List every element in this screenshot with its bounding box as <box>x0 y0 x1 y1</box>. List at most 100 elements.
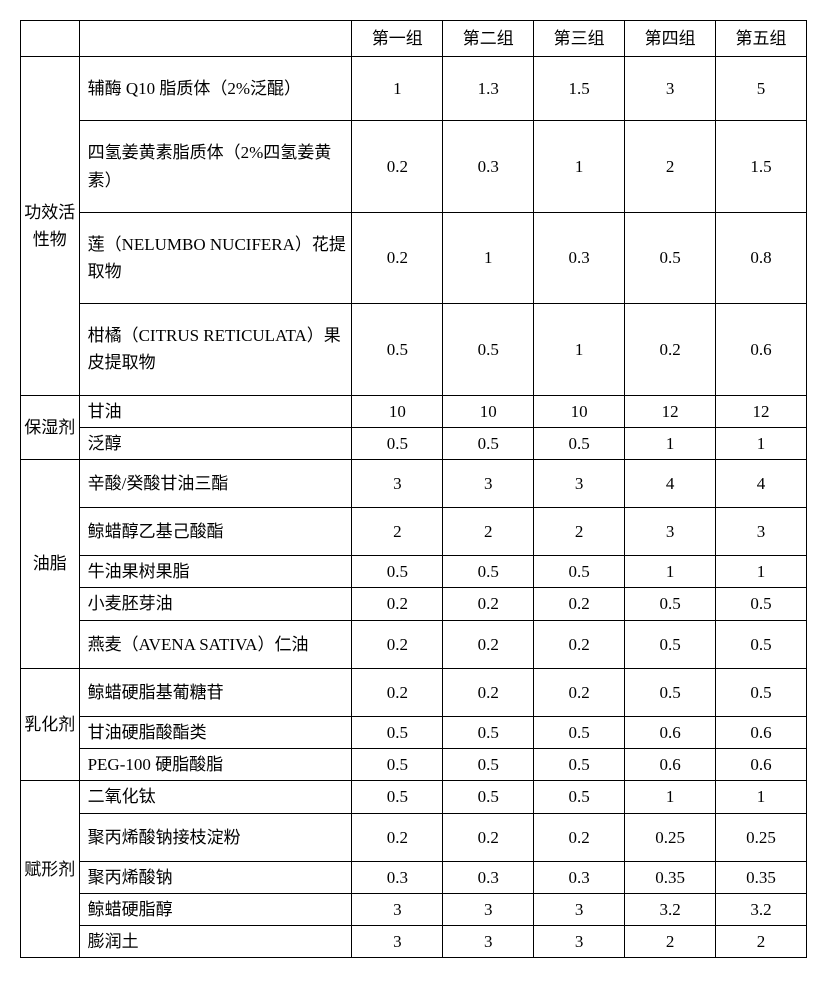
ingredient-cell: 燕麦（AVENA SATIVA）仁油 <box>79 620 352 668</box>
value-cell: 3 <box>443 893 534 925</box>
header-group-4: 第四组 <box>625 21 716 57</box>
value-cell: 0.2 <box>352 121 443 212</box>
table-row: 赋形剂二氧化钛0.50.50.511 <box>21 781 807 813</box>
value-cell: 4 <box>716 459 807 507</box>
ingredient-cell: 辅酶 Q10 脂质体（2%泛醌） <box>79 57 352 121</box>
value-cell: 0.2 <box>534 588 625 620</box>
value-cell: 3 <box>625 508 716 556</box>
value-cell: 0.5 <box>352 427 443 459</box>
value-cell: 0.25 <box>716 813 807 861</box>
ingredient-cell: 甘油硬脂酸酯类 <box>79 717 352 749</box>
value-cell: 12 <box>625 395 716 427</box>
value-cell: 1 <box>534 121 625 212</box>
value-cell: 3 <box>534 926 625 958</box>
page-container: 第一组 第二组 第三组 第四组 第五组 功效活性物辅酶 Q10 脂质体（2%泛醌… <box>0 0 827 1000</box>
header-group-3: 第三组 <box>534 21 625 57</box>
table-row: 保湿剂甘油1010101212 <box>21 395 807 427</box>
value-cell: 0.5 <box>716 668 807 716</box>
table-row: 四氢姜黄素脂质体（2%四氢姜黄素）0.20.3121.5 <box>21 121 807 212</box>
category-cell: 赋形剂 <box>21 781 80 958</box>
table-body: 功效活性物辅酶 Q10 脂质体（2%泛醌）11.31.535四氢姜黄素脂质体（2… <box>21 57 807 958</box>
value-cell: 3 <box>716 508 807 556</box>
value-cell: 0.2 <box>352 668 443 716</box>
value-cell: 0.5 <box>352 556 443 588</box>
category-cell: 功效活性物 <box>21 57 80 395</box>
category-label: 乳化剂 <box>24 711 75 738</box>
value-cell: 0.3 <box>443 121 534 212</box>
value-cell: 1 <box>352 57 443 121</box>
value-cell: 0.5 <box>534 749 625 781</box>
value-cell: 0.6 <box>716 717 807 749</box>
ingredient-cell: 聚丙烯酸钠 <box>79 861 352 893</box>
value-cell: 0.5 <box>625 588 716 620</box>
value-cell: 0.2 <box>534 813 625 861</box>
value-cell: 3 <box>443 926 534 958</box>
table-row: 莲（NELUMBO NUCIFERA）花提取物0.210.30.50.8 <box>21 212 807 303</box>
category-cell: 乳化剂 <box>21 668 80 781</box>
value-cell: 3 <box>352 459 443 507</box>
value-cell: 0.2 <box>443 620 534 668</box>
value-cell: 2 <box>716 926 807 958</box>
ingredient-cell: 鲸蜡硬脂基葡糖苷 <box>79 668 352 716</box>
value-cell: 0.8 <box>716 212 807 303</box>
table-row: 甘油硬脂酸酯类0.50.50.50.60.6 <box>21 717 807 749</box>
value-cell: 1 <box>625 556 716 588</box>
table-row: 鲸蜡硬脂醇3333.23.2 <box>21 893 807 925</box>
value-cell: 2 <box>625 926 716 958</box>
value-cell: 0.2 <box>534 620 625 668</box>
ingredient-cell: 四氢姜黄素脂质体（2%四氢姜黄素） <box>79 121 352 212</box>
value-cell: 0.5 <box>443 717 534 749</box>
ingredient-cell: 二氧化钛 <box>79 781 352 813</box>
value-cell: 0.5 <box>534 717 625 749</box>
value-cell: 3 <box>534 459 625 507</box>
value-cell: 3.2 <box>625 893 716 925</box>
ingredient-cell: 泛醇 <box>79 427 352 459</box>
value-cell: 0.2 <box>625 304 716 395</box>
table-row: 聚丙烯酸钠接枝淀粉0.20.20.20.250.25 <box>21 813 807 861</box>
value-cell: 0.2 <box>352 212 443 303</box>
value-cell: 1 <box>716 556 807 588</box>
category-label: 油脂 <box>33 550 67 577</box>
value-cell: 5 <box>716 57 807 121</box>
table-row: 燕麦（AVENA SATIVA）仁油0.20.20.20.50.5 <box>21 620 807 668</box>
value-cell: 0.2 <box>352 620 443 668</box>
value-cell: 0.5 <box>352 717 443 749</box>
value-cell: 0.25 <box>625 813 716 861</box>
value-cell: 0.5 <box>625 620 716 668</box>
table-row: 鲸蜡醇乙基己酸酯22233 <box>21 508 807 556</box>
header-category-blank <box>21 21 80 57</box>
table-row: 乳化剂鲸蜡硬脂基葡糖苷0.20.20.20.50.5 <box>21 668 807 716</box>
value-cell: 3 <box>352 926 443 958</box>
value-cell: 2 <box>352 508 443 556</box>
value-cell: 0.5 <box>625 668 716 716</box>
table-row: 聚丙烯酸钠0.30.30.30.350.35 <box>21 861 807 893</box>
category-label: 保湿剂 <box>24 414 75 441</box>
value-cell: 0.5 <box>443 427 534 459</box>
value-cell: 0.2 <box>443 668 534 716</box>
ingredient-cell: 聚丙烯酸钠接枝淀粉 <box>79 813 352 861</box>
value-cell: 0.5 <box>534 427 625 459</box>
value-cell: 3 <box>534 893 625 925</box>
value-cell: 1 <box>534 304 625 395</box>
value-cell: 0.5 <box>443 781 534 813</box>
ingredient-cell: 小麦胚芽油 <box>79 588 352 620</box>
value-cell: 0.5 <box>716 588 807 620</box>
value-cell: 0.5 <box>443 556 534 588</box>
value-cell: 0.35 <box>625 861 716 893</box>
category-cell: 保湿剂 <box>21 395 80 459</box>
table-row: 油脂辛酸/癸酸甘油三酯33344 <box>21 459 807 507</box>
value-cell: 3 <box>625 57 716 121</box>
value-cell: 0.5 <box>443 304 534 395</box>
value-cell: 0.5 <box>534 556 625 588</box>
value-cell: 0.2 <box>534 668 625 716</box>
value-cell: 2 <box>443 508 534 556</box>
ingredient-cell: 莲（NELUMBO NUCIFERA）花提取物 <box>79 212 352 303</box>
value-cell: 0.5 <box>352 749 443 781</box>
value-cell: 1 <box>716 781 807 813</box>
value-cell: 10 <box>443 395 534 427</box>
ingredient-cell: 辛酸/癸酸甘油三酯 <box>79 459 352 507</box>
value-cell: 4 <box>625 459 716 507</box>
value-cell: 1 <box>443 212 534 303</box>
ingredient-cell: PEG-100 硬脂酸脂 <box>79 749 352 781</box>
ingredient-cell: 甘油 <box>79 395 352 427</box>
